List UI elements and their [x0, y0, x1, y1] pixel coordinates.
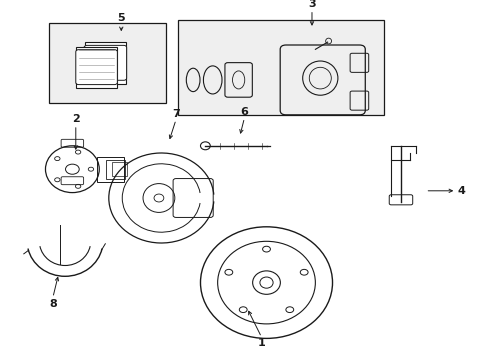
FancyBboxPatch shape — [84, 42, 126, 84]
FancyBboxPatch shape — [76, 50, 117, 85]
Bar — [178, 20, 383, 115]
Text: 2: 2 — [72, 114, 80, 124]
Text: 3: 3 — [307, 0, 315, 9]
FancyBboxPatch shape — [76, 47, 117, 88]
Text: 5: 5 — [117, 13, 125, 23]
Text: 8: 8 — [49, 299, 57, 309]
Bar — [49, 23, 166, 103]
FancyBboxPatch shape — [84, 45, 126, 80]
Text: 7: 7 — [172, 109, 180, 119]
Text: 6: 6 — [240, 107, 248, 117]
Text: 1: 1 — [257, 338, 265, 348]
Text: 4: 4 — [456, 186, 464, 196]
